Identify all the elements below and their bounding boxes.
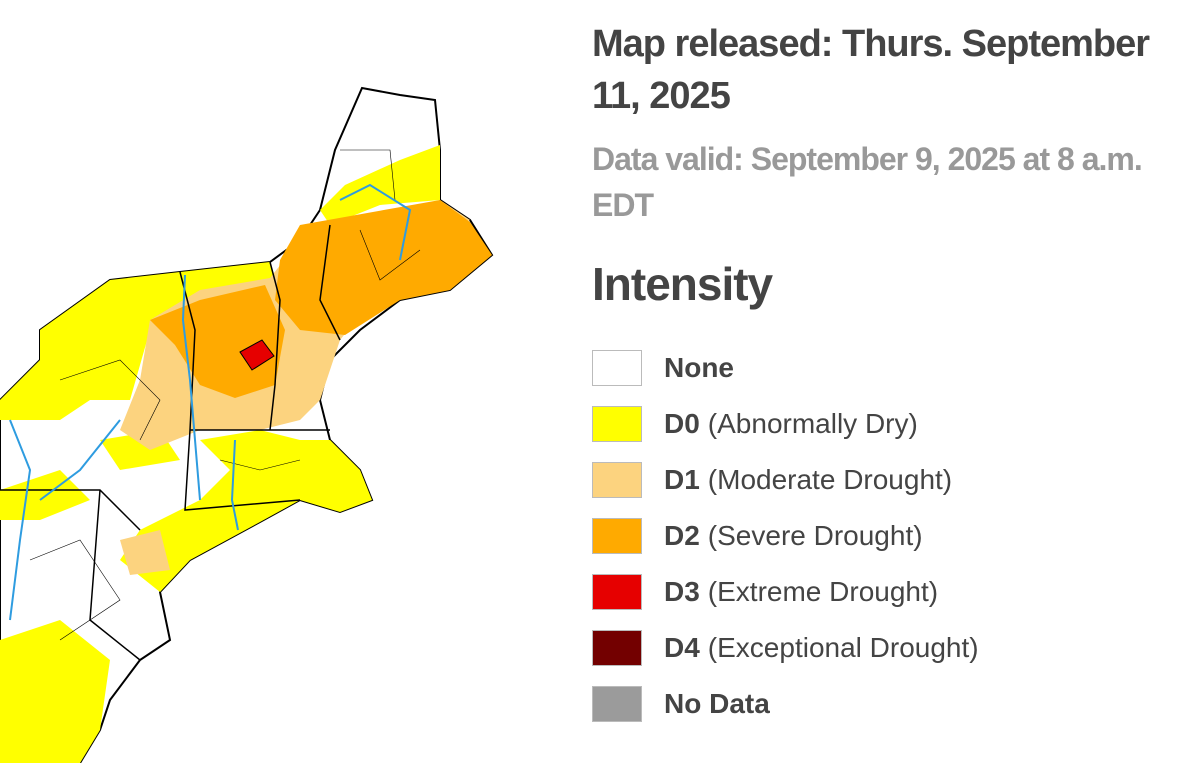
legend-swatch	[592, 406, 642, 442]
legend-item: D2 (Severe Drought)	[592, 508, 1172, 564]
legend-swatch	[592, 350, 642, 386]
legend-item: D0 (Abnormally Dry)	[592, 396, 1172, 452]
legend-swatch	[592, 574, 642, 610]
legend-swatch	[592, 518, 642, 554]
legend-swatch	[592, 630, 642, 666]
legend-swatch	[592, 686, 642, 722]
info-panel: Map released: Thurs. September 11, 2025 …	[592, 18, 1172, 732]
valid-subtitle: Data valid: September 9, 2025 at 8 a.m. …	[592, 141, 1143, 223]
legend-item: D1 (Moderate Drought)	[592, 452, 1172, 508]
legend-code: D3	[664, 576, 700, 607]
legend-swatch	[592, 462, 642, 498]
legend-title: Intensity	[592, 258, 773, 310]
legend-item: No Data	[592, 676, 1172, 732]
legend-code: D1	[664, 464, 700, 495]
legend-description: (Extreme Drought)	[707, 576, 939, 607]
legend-item: None	[592, 340, 1172, 396]
legend-item: D3 (Extreme Drought)	[592, 564, 1172, 620]
legend-description: (Severe Drought)	[707, 520, 923, 551]
legend-description: (Abnormally Dry)	[707, 408, 918, 439]
release-title: Map released: Thurs. September 11, 2025	[592, 23, 1150, 117]
drought-map	[0, 86, 494, 763]
rivers	[9, 183, 412, 621]
legend: None D0 (Abnormally Dry) D1 (Moderate Drough…	[592, 340, 1172, 732]
legend-code: D2	[664, 520, 700, 551]
d3-area	[239, 339, 275, 371]
legend-description: (Moderate Drought)	[707, 464, 953, 495]
legend-code: D0	[664, 408, 700, 439]
legend-code: None	[664, 352, 734, 383]
legend-description: (Exceptional Drought)	[707, 632, 979, 663]
legend-code: No Data	[664, 688, 770, 719]
legend-item: D4 (Exceptional Drought)	[592, 620, 1172, 676]
d1-area	[120, 530, 170, 575]
legend-code: D4	[664, 632, 700, 663]
